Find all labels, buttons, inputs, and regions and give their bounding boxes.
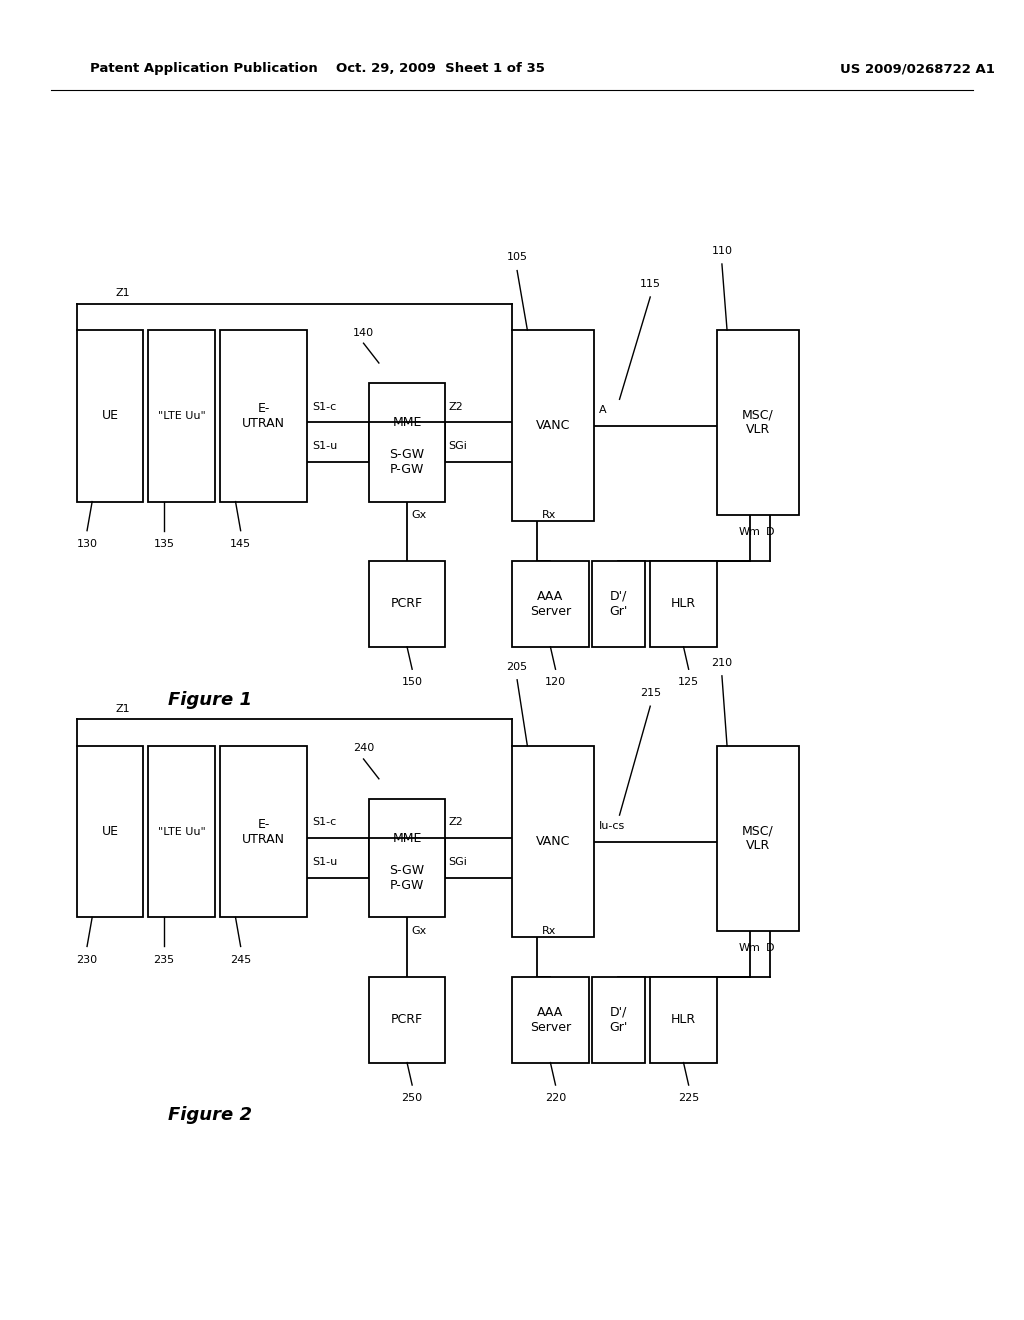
Text: Gx: Gx <box>412 510 427 520</box>
Text: PCRF: PCRF <box>391 598 423 610</box>
Text: S1-u: S1-u <box>312 441 338 451</box>
Text: UE: UE <box>101 409 119 422</box>
Text: 205: 205 <box>507 661 527 672</box>
Text: Figure 2: Figure 2 <box>168 1106 252 1125</box>
Text: 120: 120 <box>545 677 566 688</box>
Text: D: D <box>766 942 774 953</box>
Text: E-
UTRAN: E- UTRAN <box>243 401 285 430</box>
Bar <box>148 746 215 917</box>
Bar <box>512 330 594 521</box>
Text: A: A <box>599 405 606 414</box>
Text: S1-u: S1-u <box>312 857 338 867</box>
Text: D'/
Gr': D'/ Gr' <box>609 1006 628 1034</box>
Text: 135: 135 <box>154 539 174 549</box>
Text: E-
UTRAN: E- UTRAN <box>243 817 285 846</box>
Text: Oct. 29, 2009  Sheet 1 of 35: Oct. 29, 2009 Sheet 1 of 35 <box>336 62 545 75</box>
Text: Rx: Rx <box>542 510 556 520</box>
Bar <box>369 383 445 462</box>
Bar <box>369 799 445 878</box>
Text: Figure 1: Figure 1 <box>168 690 252 709</box>
Bar <box>369 422 445 502</box>
Text: 150: 150 <box>401 677 423 688</box>
Text: MME: MME <box>392 832 422 845</box>
Bar <box>592 561 645 647</box>
Text: PCRF: PCRF <box>391 1014 423 1026</box>
Text: 235: 235 <box>154 954 174 965</box>
Bar <box>650 561 717 647</box>
Text: Wm: Wm <box>738 942 761 953</box>
Text: 225: 225 <box>678 1093 699 1104</box>
Text: 130: 130 <box>77 539 97 549</box>
Bar <box>717 746 799 931</box>
Text: AAA
Server: AAA Server <box>529 590 571 618</box>
Text: VANC: VANC <box>536 420 570 432</box>
Text: MSC/
VLR: MSC/ VLR <box>741 408 774 437</box>
Text: Z1: Z1 <box>116 288 130 298</box>
Text: S1-c: S1-c <box>312 401 337 412</box>
Text: 245: 245 <box>230 954 251 965</box>
Text: 105: 105 <box>507 252 527 263</box>
Text: 125: 125 <box>678 677 699 688</box>
Text: S-GW
P-GW: S-GW P-GW <box>389 447 425 477</box>
Bar <box>717 330 799 515</box>
Text: 215: 215 <box>640 688 660 698</box>
Text: Z2: Z2 <box>449 817 463 828</box>
Bar <box>512 561 589 647</box>
Text: Rx: Rx <box>542 925 556 936</box>
Bar <box>369 561 445 647</box>
Bar <box>220 746 307 917</box>
Text: US 2009/0268722 A1: US 2009/0268722 A1 <box>840 62 994 75</box>
Text: 110: 110 <box>712 246 732 256</box>
Bar <box>512 746 594 937</box>
Bar <box>77 746 143 917</box>
Text: Wm: Wm <box>738 527 761 537</box>
Text: SGi: SGi <box>449 441 467 451</box>
Text: Iu-cs: Iu-cs <box>599 821 626 830</box>
Text: HLR: HLR <box>671 598 696 610</box>
Text: MSC/
VLR: MSC/ VLR <box>741 824 774 853</box>
Text: Gx: Gx <box>412 925 427 936</box>
Text: D'/
Gr': D'/ Gr' <box>609 590 628 618</box>
Text: HLR: HLR <box>671 1014 696 1026</box>
Text: Z2: Z2 <box>449 401 463 412</box>
Bar <box>220 330 307 502</box>
Text: 140: 140 <box>353 327 374 338</box>
Text: 210: 210 <box>712 657 732 668</box>
Text: 145: 145 <box>230 539 251 549</box>
Text: S1-c: S1-c <box>312 817 337 828</box>
Bar <box>650 977 717 1063</box>
Text: SGi: SGi <box>449 857 467 867</box>
Text: Patent Application Publication: Patent Application Publication <box>90 62 317 75</box>
Text: Z1: Z1 <box>116 704 130 714</box>
Text: MME: MME <box>392 416 422 429</box>
Bar <box>77 330 143 502</box>
Text: AAA
Server: AAA Server <box>529 1006 571 1034</box>
Text: 220: 220 <box>545 1093 566 1104</box>
Text: 115: 115 <box>640 279 660 289</box>
Bar <box>512 977 589 1063</box>
Text: "LTE Uu": "LTE Uu" <box>158 411 206 421</box>
Bar <box>148 330 215 502</box>
Text: D: D <box>766 527 774 537</box>
Text: 240: 240 <box>353 743 374 754</box>
Bar <box>369 977 445 1063</box>
Bar <box>592 977 645 1063</box>
Text: UE: UE <box>101 825 119 838</box>
Bar <box>369 838 445 917</box>
Text: 250: 250 <box>401 1093 423 1104</box>
Text: VANC: VANC <box>536 836 570 847</box>
Text: "LTE Uu": "LTE Uu" <box>158 826 206 837</box>
Text: 230: 230 <box>77 954 97 965</box>
Text: S-GW
P-GW: S-GW P-GW <box>389 863 425 892</box>
